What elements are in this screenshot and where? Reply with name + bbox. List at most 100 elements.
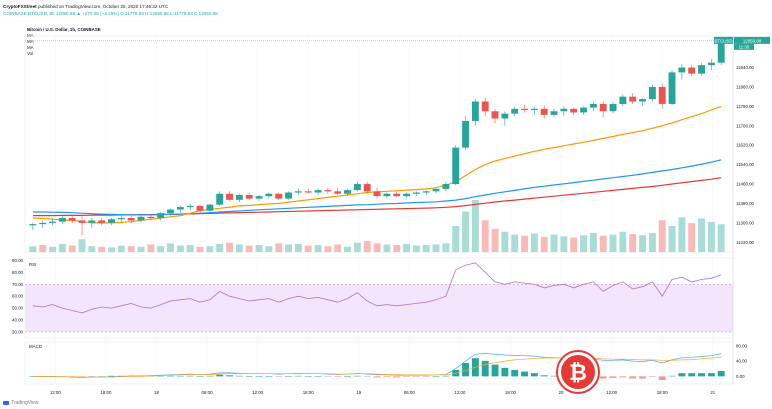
macd-histogram-bar: [619, 376, 627, 378]
time-axis-label: 18:00: [657, 390, 669, 395]
volume-bar: [49, 246, 56, 252]
volume-bar: [688, 223, 696, 252]
volume-bar: [540, 236, 548, 252]
macd-histogram-bar: [491, 364, 499, 377]
candle-down: [393, 193, 401, 197]
vol-legend[interactable]: Vol: [27, 51, 34, 56]
candle-up: [186, 205, 194, 208]
countdown-text: 11:35: [739, 44, 750, 49]
price-axis-label: 11940.00: [736, 65, 755, 70]
macd-histogram-bar: [717, 371, 725, 377]
volume-bar: [245, 245, 253, 252]
rsi-axis-label: 90.00: [12, 258, 24, 263]
volume-bar: [698, 218, 705, 252]
volume-bar: [589, 232, 597, 252]
time-axis-label: 21: [710, 390, 715, 395]
candle-down: [491, 111, 499, 119]
volume-bar: [422, 245, 430, 252]
macd-histogram-bar: [648, 376, 656, 377]
volume-bar: [629, 234, 637, 252]
candle-up: [294, 191, 302, 193]
candle-up: [717, 40, 725, 63]
volume-bar: [314, 245, 322, 252]
volume-bar: [481, 220, 489, 252]
last-price-tag: [734, 36, 770, 44]
ma-legend-3[interactable]: MA: [27, 45, 34, 50]
bitcoin-badge: ₿: [556, 350, 600, 394]
macd-histogram-bar: [275, 376, 283, 377]
volume-bar: [432, 244, 440, 252]
macd-histogram-bar: [658, 376, 666, 381]
candle-up: [432, 188, 440, 192]
volume-bar: [491, 228, 499, 252]
time-axis-label: 06:00: [404, 390, 416, 395]
macd-histogram-bar: [265, 376, 273, 377]
macd-histogram-bar: [167, 375, 174, 377]
candle-up: [285, 192, 292, 199]
macd-histogram-bar: [639, 376, 646, 379]
candle-up: [668, 72, 676, 104]
candle-up: [39, 222, 47, 225]
ma-mid-line: [32, 159, 722, 216]
macd-histogram-bar: [678, 373, 686, 377]
symbol-marker-text: BTCUSD: [714, 38, 732, 43]
volume-bar: [452, 226, 460, 252]
volume-bars: [29, 200, 725, 252]
ma-legend-1[interactable]: MA: [27, 33, 34, 38]
volume-bar: [226, 242, 233, 252]
macd-histogram-bar: [314, 376, 322, 377]
macd-histogram-bar: [373, 376, 381, 378]
volume-bar: [363, 241, 371, 252]
macd-pane-label[interactable]: MACD: [29, 344, 42, 349]
volume-bar: [78, 239, 86, 252]
rsi-pane-label[interactable]: RSI: [29, 262, 37, 267]
candle-down: [147, 216, 155, 219]
volume-bar: [108, 247, 115, 252]
macd-indicator: [29, 353, 725, 381]
ma-legend-2[interactable]: MA: [27, 39, 34, 44]
rsi-axis-label: 30.00: [12, 330, 24, 335]
candle-up: [58, 218, 66, 222]
volume-bar: [353, 242, 361, 252]
volume-bar: [550, 234, 558, 252]
volume-bar: [570, 237, 578, 252]
macd-axis-label: 40.00: [736, 359, 748, 364]
candle-up: [619, 96, 627, 104]
symbol-title[interactable]: Bitcoin / U.S. Dollar, 1h, COINBASE: [27, 27, 101, 32]
macd-histogram-bar: [235, 375, 243, 377]
rsi-band: [25, 284, 733, 333]
macd-histogram-bar: [88, 376, 96, 377]
volume-bar: [117, 245, 125, 252]
time-axis-label: 19: [356, 390, 361, 395]
time-axis-label: 18:00: [505, 390, 517, 395]
volume-bar: [412, 245, 420, 252]
macd-histogram-bar: [334, 376, 342, 377]
time-axis-label: 20: [559, 390, 564, 395]
tradingview-logo[interactable]: TradingView: [3, 400, 39, 406]
candle-up: [422, 191, 430, 193]
macd-histogram-bar: [304, 376, 312, 377]
candle-up: [265, 193, 273, 197]
candle-down: [68, 218, 76, 221]
volume-bar: [383, 244, 391, 252]
candle-up: [589, 103, 597, 108]
volume-bar: [196, 246, 204, 252]
candle-down: [363, 184, 371, 192]
publish-line: CryptoFXStreet published on TradingView.…: [3, 3, 663, 10]
macd-histogram-bar: [481, 360, 489, 377]
macd-histogram-bar: [353, 375, 361, 377]
volume-bar: [58, 243, 66, 252]
candle-up: [530, 108, 538, 111]
volume-bar: [717, 224, 725, 252]
candle-up: [639, 99, 646, 102]
axes: 11940.00 11860.00 11780.00 11700.00 11620.00…: [12, 36, 755, 395]
time-axis-label: 18:00: [303, 390, 315, 395]
volume-bar: [639, 235, 646, 252]
candle-up: [216, 193, 224, 205]
macd-histogram-bar: [629, 376, 637, 379]
publisher-name[interactable]: CryptoFXStreet: [3, 4, 37, 9]
candle-up: [176, 207, 184, 210]
price-legend: Bitcoin / U.S. Dollar, 1h, COINBASE MA M…: [27, 27, 101, 57]
candle-up: [678, 67, 686, 73]
